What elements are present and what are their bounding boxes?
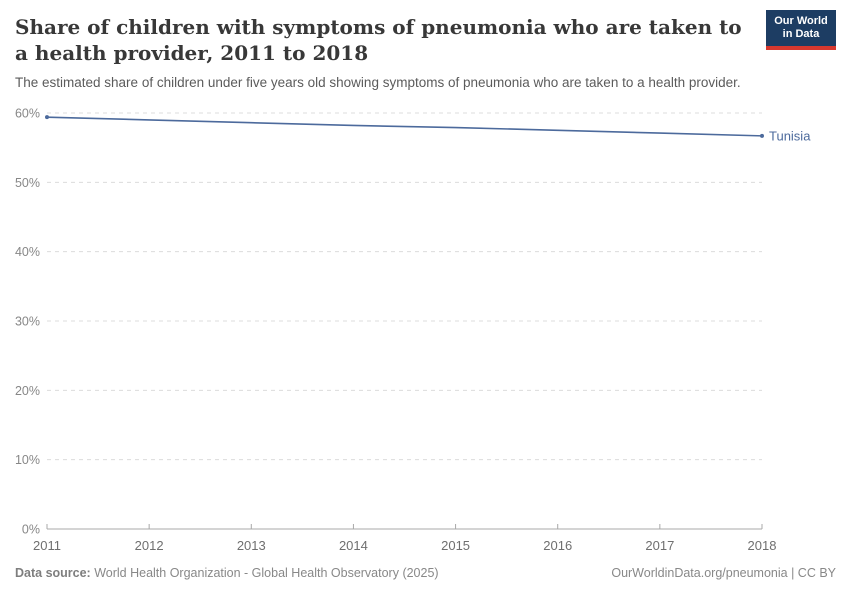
y-tick-label: 0% — [22, 523, 40, 537]
line-start-point — [45, 115, 49, 120]
data-source-label: Data source: — [15, 566, 91, 580]
y-tick-label: 30% — [15, 315, 40, 329]
owid-logo-line2: in Data — [782, 28, 820, 40]
x-tick-label: 2015 — [441, 538, 470, 553]
x-tick-label: 2012 — [135, 538, 164, 553]
chart-subtitle: The estimated share of children under fi… — [15, 75, 741, 90]
data-source-text: World Health Organization - Global Healt… — [90, 566, 439, 580]
license-note: OurWorldinData.org/pneumonia | CC BY — [611, 566, 836, 580]
owid-logo: Our World in Data — [766, 10, 836, 50]
line-end-point — [760, 133, 764, 138]
y-tick-label: 40% — [15, 245, 40, 259]
x-tick-label: 2013 — [237, 538, 266, 553]
chart-title: Share of children with symptoms of pneum… — [15, 15, 742, 66]
x-tick-label: 2011 — [33, 538, 61, 553]
entity-label: Tunisia — [769, 128, 811, 143]
x-tick-label: 2014 — [339, 538, 368, 553]
x-tick-label: 2018 — [748, 538, 777, 553]
trend-line — [46, 116, 763, 137]
x-tick-label: 2016 — [543, 538, 572, 553]
y-tick-label: 10% — [15, 453, 40, 467]
x-tick-label: 2017 — [645, 538, 674, 553]
y-tick-label: 60% — [15, 107, 40, 121]
owid-logo-line1: Our World — [774, 15, 828, 28]
chart-footer: Data source: World Health Organization -… — [15, 566, 836, 580]
y-tick-label: 20% — [15, 384, 40, 398]
data-source-note: Data source: World Health Organization -… — [15, 566, 439, 580]
y-tick-label: 50% — [15, 176, 40, 190]
